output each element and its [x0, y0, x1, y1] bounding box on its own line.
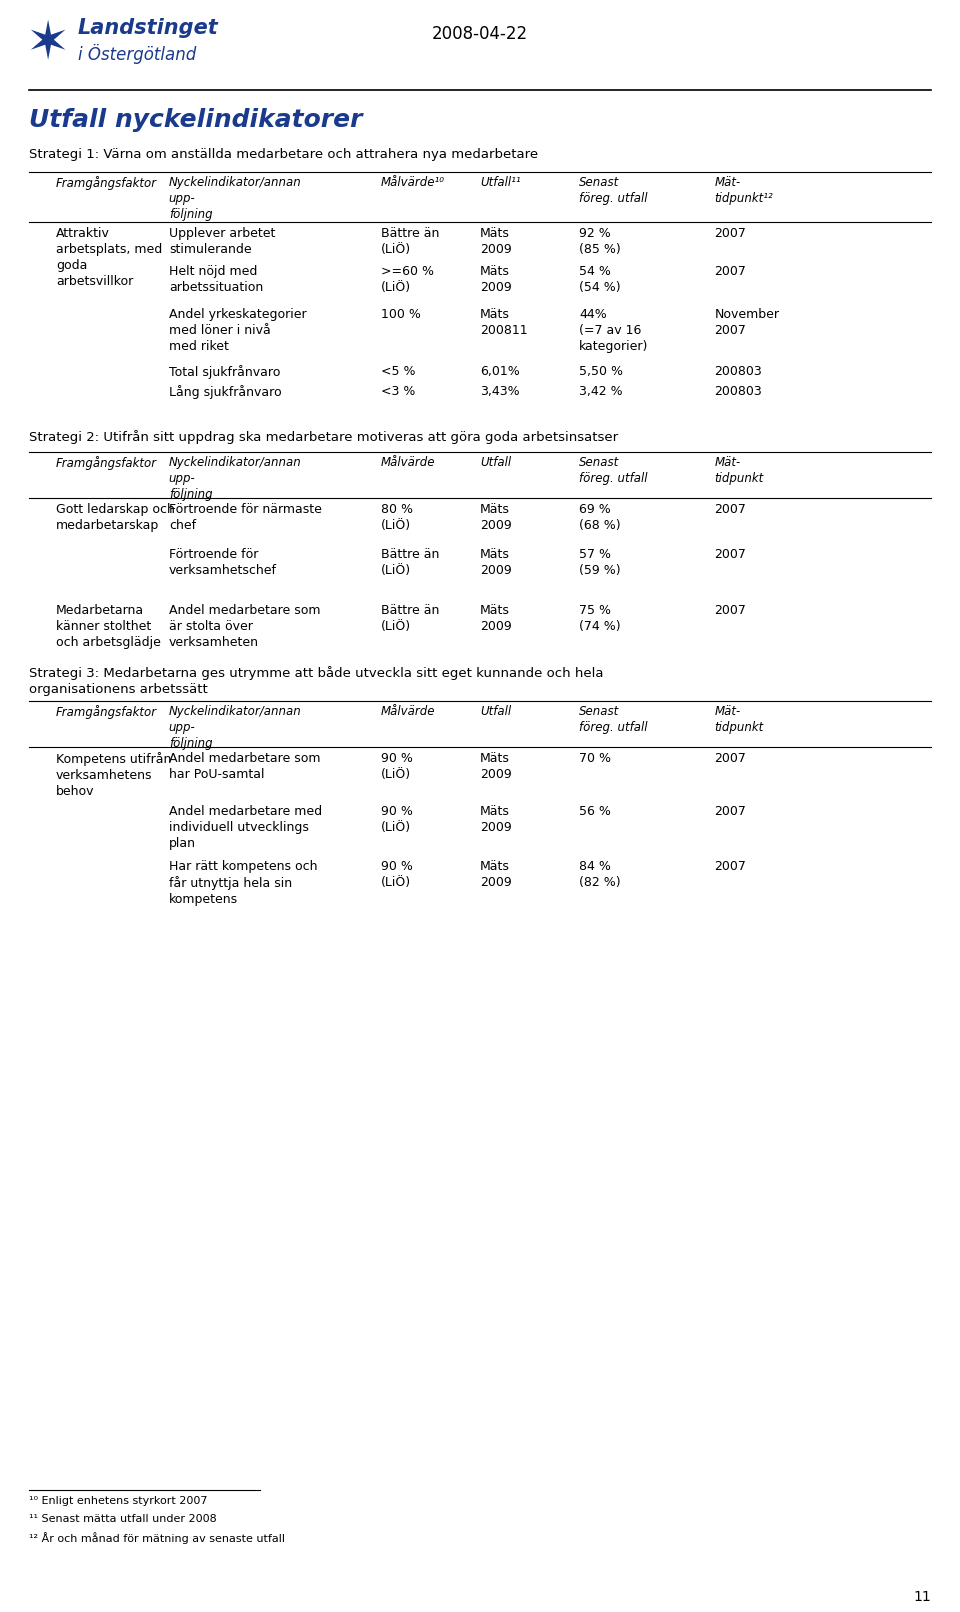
Text: 80 %
(LiÖ): 80 % (LiÖ)	[381, 503, 413, 532]
Text: >=60 %
(LiÖ): >=60 % (LiÖ)	[381, 264, 434, 293]
Text: Utfall: Utfall	[480, 704, 511, 717]
Text: 56 %: 56 %	[579, 804, 612, 817]
Text: Strategi 1: Värna om anställda medarbetare och attrahera nya medarbetare: Strategi 1: Värna om anställda medarbeta…	[29, 148, 539, 161]
Text: Mät-
tidpunkt: Mät- tidpunkt	[714, 704, 764, 733]
Text: ¹² År och månad för mätning av senaste utfall: ¹² År och månad för mätning av senaste u…	[29, 1531, 285, 1544]
Text: 3,42 %: 3,42 %	[579, 385, 623, 398]
Text: Medarbetarna
känner stolthet
och arbetsglädje: Medarbetarna känner stolthet och arbetsg…	[56, 604, 161, 650]
Text: Nyckelindikator/annan
upp-
följning: Nyckelindikator/annan upp- följning	[169, 456, 301, 501]
Text: 2007: 2007	[714, 503, 746, 516]
Text: Förtroende för
verksamhetschef: Förtroende för verksamhetschef	[169, 548, 276, 577]
Text: Andel medarbetare med
individuell utvecklings
plan: Andel medarbetare med individuell utveck…	[169, 804, 322, 850]
Text: Mäts
2009: Mäts 2009	[480, 227, 512, 256]
Text: Andel medarbetare som
har PoU-samtal: Andel medarbetare som har PoU-samtal	[169, 753, 321, 780]
Text: 90 %
(LiÖ): 90 % (LiÖ)	[381, 753, 413, 780]
Text: <5 %: <5 %	[381, 364, 416, 377]
Text: 200803: 200803	[714, 385, 762, 398]
Text: 2007: 2007	[714, 227, 746, 240]
Text: Mäts
2009: Mäts 2009	[480, 503, 512, 532]
Text: Nyckelindikator/annan
upp-
följning: Nyckelindikator/annan upp- följning	[169, 176, 301, 221]
Text: Mäts
2009: Mäts 2009	[480, 604, 512, 634]
Text: 11: 11	[913, 1589, 931, 1604]
Text: November
2007: November 2007	[714, 308, 780, 337]
Text: Landstinget: Landstinget	[78, 18, 219, 39]
Text: 90 %
(LiÖ): 90 % (LiÖ)	[381, 804, 413, 833]
Text: 90 %
(LiÖ): 90 % (LiÖ)	[381, 859, 413, 888]
Text: Utfall: Utfall	[480, 456, 511, 469]
Text: Målvärde: Målvärde	[381, 704, 435, 717]
Text: Mät-
tidpunkt¹²: Mät- tidpunkt¹²	[714, 176, 773, 205]
Text: Andel yrkeskategorier
med löner i nivå
med riket: Andel yrkeskategorier med löner i nivå m…	[169, 308, 306, 353]
Text: Attraktiv
arbetsplats, med
goda
arbetsvillkor: Attraktiv arbetsplats, med goda arbetsvi…	[56, 227, 162, 289]
Text: Utfall nyckelindikatorer: Utfall nyckelindikatorer	[29, 108, 363, 132]
Text: Senast
föreg. utfall: Senast föreg. utfall	[579, 704, 648, 733]
Text: Bättre än
(LiÖ): Bättre än (LiÖ)	[381, 227, 439, 256]
Text: Framgångsfaktor: Framgångsfaktor	[56, 704, 157, 719]
Text: Mäts
2009: Mäts 2009	[480, 804, 512, 833]
Text: <3 %: <3 %	[381, 385, 415, 398]
Text: Lång sjukfrånvaro: Lång sjukfrånvaro	[169, 385, 281, 398]
Text: 5,50 %: 5,50 %	[579, 364, 623, 377]
Text: Framgångsfaktor: Framgångsfaktor	[56, 456, 157, 471]
Text: Förtroende för närmaste
chef: Förtroende för närmaste chef	[169, 503, 322, 532]
Text: 2007: 2007	[714, 604, 746, 617]
Text: ¹⁰ Enligt enhetens styrkort 2007: ¹⁰ Enligt enhetens styrkort 2007	[29, 1496, 207, 1506]
Text: 3,43%: 3,43%	[480, 385, 519, 398]
Text: Andel medarbetare som
är stolta över
verksamheten: Andel medarbetare som är stolta över ver…	[169, 604, 321, 650]
Text: Senast
föreg. utfall: Senast föreg. utfall	[579, 456, 648, 485]
Text: 2007: 2007	[714, 264, 746, 277]
Text: Senast
föreg. utfall: Senast föreg. utfall	[579, 176, 648, 205]
Text: Helt nöjd med
arbetssituation: Helt nöjd med arbetssituation	[169, 264, 263, 293]
Text: Målvärde¹⁰: Målvärde¹⁰	[381, 176, 444, 189]
Text: Strategi 2: Utifrån sitt uppdrag ska medarbetare motiveras att göra goda arbetsi: Strategi 2: Utifrån sitt uppdrag ska med…	[29, 430, 618, 443]
Text: 69 %
(68 %): 69 % (68 %)	[579, 503, 621, 532]
Text: Målvärde: Målvärde	[381, 456, 435, 469]
Text: ✶: ✶	[25, 18, 69, 69]
Text: i Östergötland: i Östergötland	[78, 44, 196, 64]
Text: 100 %: 100 %	[381, 308, 420, 321]
Text: 75 %
(74 %): 75 % (74 %)	[579, 604, 621, 634]
Text: 92 %
(85 %): 92 % (85 %)	[579, 227, 621, 256]
Text: Har rätt kompetens och
får utnyttja hela sin
kompetens: Har rätt kompetens och får utnyttja hela…	[169, 859, 318, 906]
Text: Strategi 3: Medarbetarna ges utrymme att både utveckla sitt eget kunnande och he: Strategi 3: Medarbetarna ges utrymme att…	[29, 666, 604, 696]
Text: Mäts
200811: Mäts 200811	[480, 308, 528, 337]
Text: 6,01%: 6,01%	[480, 364, 519, 377]
Text: 2007: 2007	[714, 804, 746, 817]
Text: 54 %
(54 %): 54 % (54 %)	[579, 264, 621, 293]
Text: 57 %
(59 %): 57 % (59 %)	[579, 548, 621, 577]
Text: Kompetens utifrån
verksamhetens
behov: Kompetens utifrån verksamhetens behov	[56, 753, 172, 798]
Text: 2007: 2007	[714, 548, 746, 561]
Text: 200803: 200803	[714, 364, 762, 377]
Text: Bättre än
(LiÖ): Bättre än (LiÖ)	[381, 604, 439, 634]
Text: Mäts
2009: Mäts 2009	[480, 859, 512, 888]
Text: Bättre än
(LiÖ): Bättre än (LiÖ)	[381, 548, 439, 577]
Text: 2007: 2007	[714, 753, 746, 766]
Text: 84 %
(82 %): 84 % (82 %)	[579, 859, 621, 888]
Text: 2007: 2007	[714, 859, 746, 874]
Text: 70 %: 70 %	[579, 753, 612, 766]
Text: Gott ledarskap och
medarbetarskap: Gott ledarskap och medarbetarskap	[56, 503, 175, 532]
Text: 44%
(=7 av 16
kategorier): 44% (=7 av 16 kategorier)	[579, 308, 649, 353]
Text: 2008-04-22: 2008-04-22	[432, 26, 528, 44]
Text: Mäts
2009: Mäts 2009	[480, 264, 512, 293]
Text: Upplever arbetet
stimulerande: Upplever arbetet stimulerande	[169, 227, 276, 256]
Text: Mät-
tidpunkt: Mät- tidpunkt	[714, 456, 764, 485]
Text: Framgångsfaktor: Framgångsfaktor	[56, 176, 157, 190]
Text: Mäts
2009: Mäts 2009	[480, 753, 512, 780]
Text: Utfall¹¹: Utfall¹¹	[480, 176, 520, 189]
Text: Total sjukfrånvaro: Total sjukfrånvaro	[169, 364, 280, 379]
Text: ¹¹ Senast mätta utfall under 2008: ¹¹ Senast mätta utfall under 2008	[29, 1514, 217, 1523]
Text: Mäts
2009: Mäts 2009	[480, 548, 512, 577]
Text: Nyckelindikator/annan
upp-
följning: Nyckelindikator/annan upp- följning	[169, 704, 301, 750]
